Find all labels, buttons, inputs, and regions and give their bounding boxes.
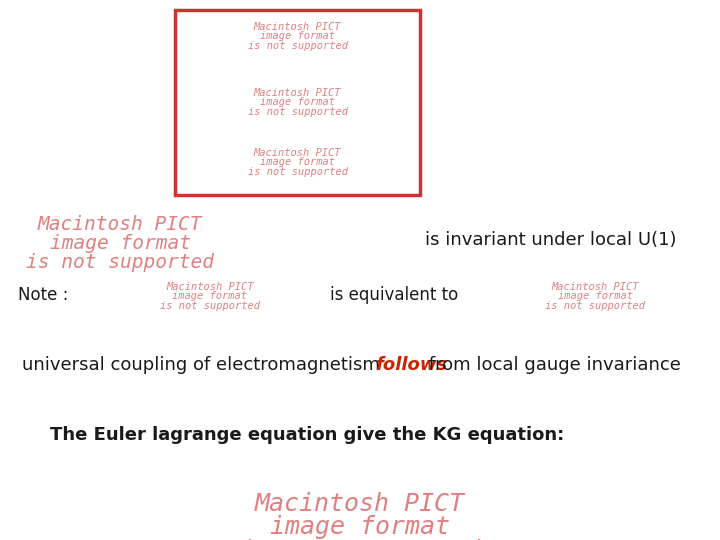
Text: is not supported: is not supported [248,107,348,117]
Text: Macintosh PICT: Macintosh PICT [253,22,341,32]
Text: is not supported: is not supported [240,539,480,540]
Text: is not supported: is not supported [26,253,214,272]
Text: Macintosh PICT: Macintosh PICT [253,148,341,158]
Text: Note :: Note : [18,286,68,304]
Text: image format: image format [50,234,191,253]
Text: Macintosh PICT: Macintosh PICT [253,88,341,98]
Text: image format: image format [260,157,335,167]
Text: image format: image format [260,97,335,107]
Text: Macintosh PICT: Macintosh PICT [255,492,465,516]
Bar [175,10,420,195]
Text: universal coupling of electromagnetism: universal coupling of electromagnetism [22,356,386,374]
Text: Macintosh PICT: Macintosh PICT [552,282,639,292]
Text: image format: image format [173,292,248,301]
Text: is invariant under local U(1): is invariant under local U(1) [425,231,677,249]
Text: The Euler lagrange equation give the KG equation:: The Euler lagrange equation give the KG … [50,426,564,444]
Text: is not supported: is not supported [545,301,645,310]
Text: is equivalent to: is equivalent to [330,286,458,304]
Text: image format: image format [260,31,335,42]
Text: is not supported: is not supported [248,40,348,51]
Text: follows: follows [375,356,447,374]
Text: is not supported: is not supported [160,301,260,310]
Text: is not supported: is not supported [248,167,348,177]
Text: image format: image format [557,292,632,301]
Text: Macintosh PICT: Macintosh PICT [37,215,202,234]
Text: Macintosh PICT: Macintosh PICT [166,282,253,292]
Text: image format: image format [270,515,450,539]
Text: from local gauge invariance: from local gauge invariance [423,356,681,374]
